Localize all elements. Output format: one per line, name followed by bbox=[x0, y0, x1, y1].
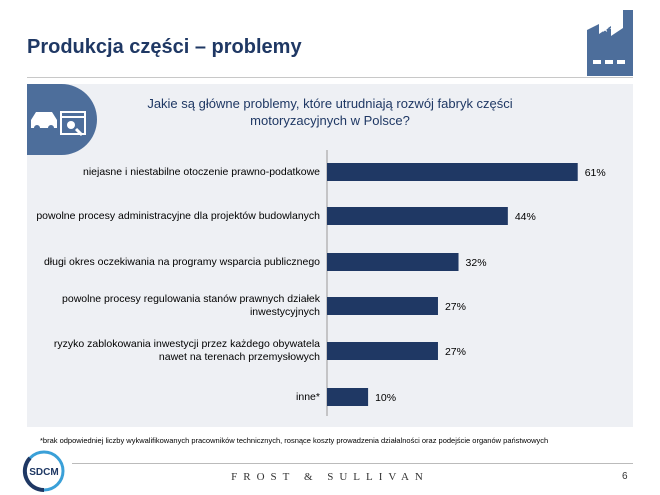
footnote: *brak odpowiedniej liczby wykwalifikowan… bbox=[40, 436, 549, 445]
category-label: niejasne i niestabilne otoczenie prawno-… bbox=[83, 165, 320, 178]
svg-text:SDCM: SDCM bbox=[29, 467, 58, 478]
data-label: 27% bbox=[445, 346, 466, 358]
bar bbox=[327, 253, 459, 271]
car-settings-icon bbox=[27, 84, 97, 155]
data-label: 27% bbox=[445, 301, 466, 313]
data-label: 10% bbox=[375, 392, 396, 404]
header-divider bbox=[27, 77, 633, 78]
svg-text:★★★: ★★★ bbox=[595, 15, 619, 25]
data-label: 32% bbox=[466, 257, 487, 269]
brand-name: FROST & SULLIVAN bbox=[231, 471, 429, 483]
sdcm-logo: SDCM bbox=[22, 450, 65, 492]
data-label: 61% bbox=[585, 167, 606, 179]
category-label: powolne procesy regulowania stanów prawn… bbox=[62, 293, 320, 318]
page-title: Produkcja części – problemy bbox=[27, 36, 302, 58]
category-label: długi okres oczekiwania na programy wspa… bbox=[43, 255, 320, 268]
bar bbox=[327, 388, 369, 406]
bar bbox=[327, 342, 438, 360]
factory-icon: ★★★★★ bbox=[587, 10, 633, 76]
category-label: inne* bbox=[296, 390, 320, 403]
bar bbox=[327, 297, 438, 315]
chart-title: Jakie są główne problemy, które utrudnia… bbox=[147, 96, 513, 128]
bar bbox=[327, 207, 508, 225]
category-label: ryzyko zablokowania inwestycji przez każ… bbox=[53, 338, 320, 363]
page-number: 6 bbox=[622, 471, 628, 482]
svg-text:★★: ★★ bbox=[601, 25, 617, 35]
data-label: 44% bbox=[515, 211, 536, 223]
category-label: powolne procesy administracyjne dla proj… bbox=[36, 209, 320, 222]
bar bbox=[327, 163, 578, 181]
footer-divider bbox=[72, 463, 633, 464]
